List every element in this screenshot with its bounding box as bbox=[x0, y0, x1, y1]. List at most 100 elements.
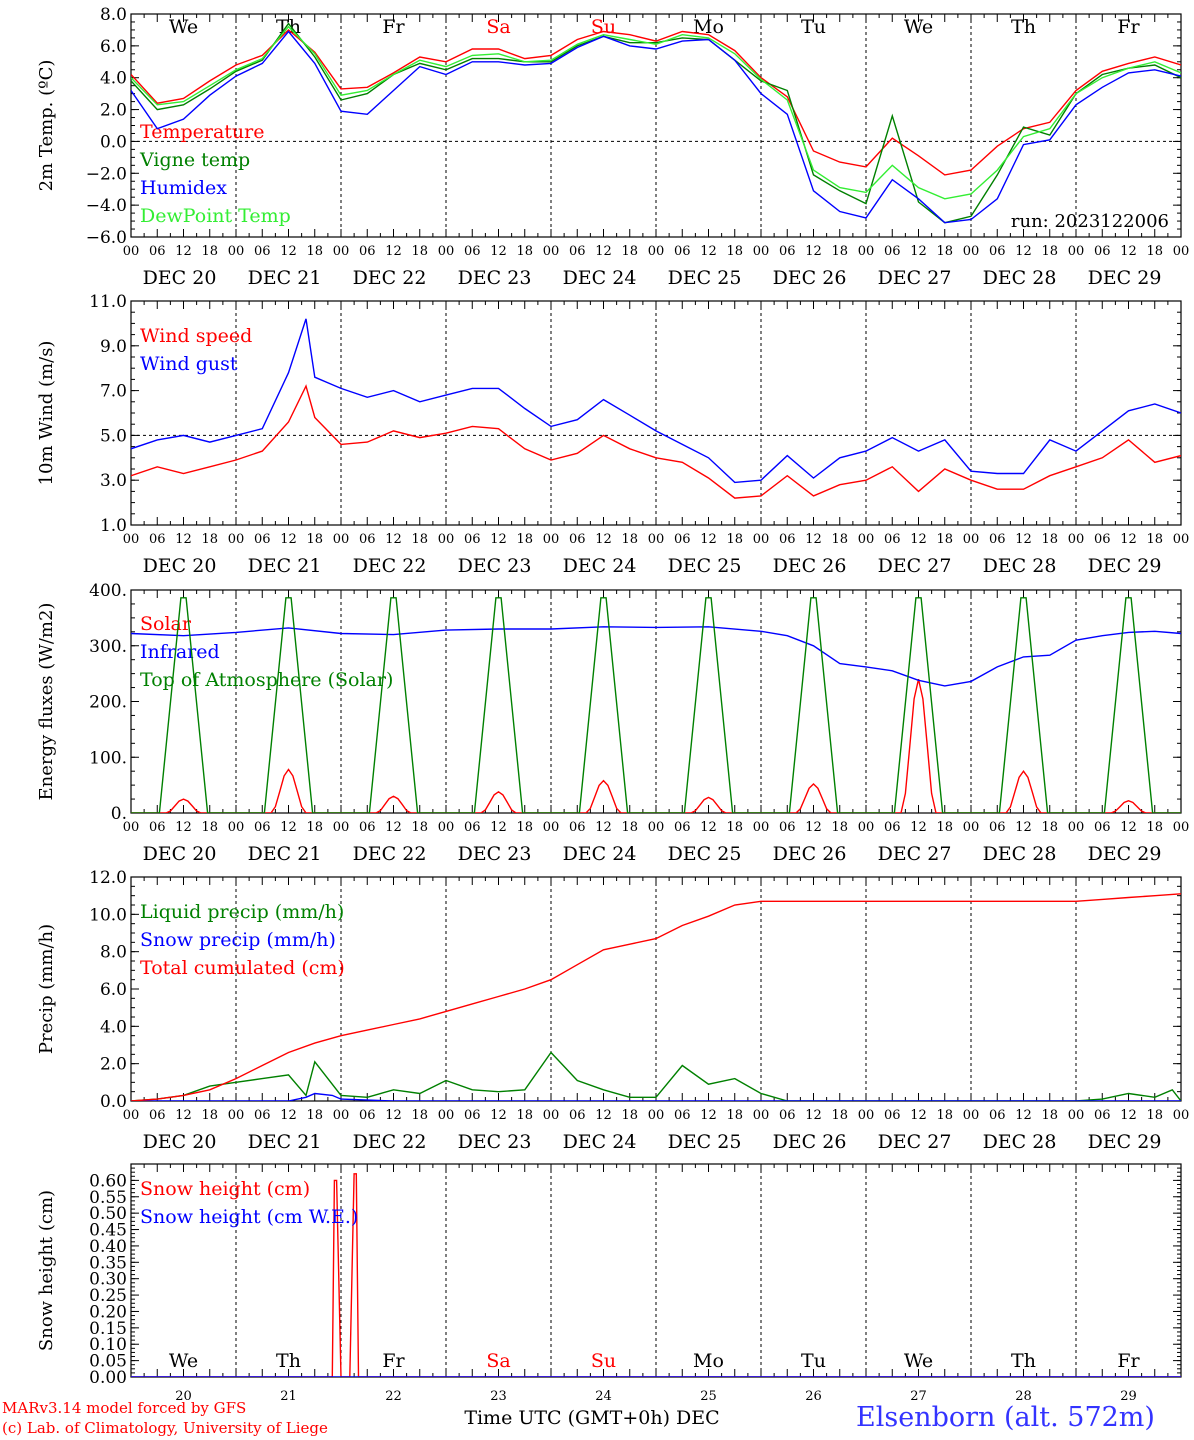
legend-entry: Snow height (cm) bbox=[140, 1178, 310, 1200]
hour-tick-label: 12 bbox=[805, 244, 822, 259]
y-tick-label: 0.0 bbox=[100, 1092, 127, 1112]
hour-tick-label: 12 bbox=[490, 820, 507, 835]
hour-tick-label: 12 bbox=[1015, 820, 1032, 835]
hour-tick-label: 12 bbox=[700, 244, 717, 259]
hour-tick-label: 18 bbox=[201, 820, 218, 835]
hour-tick-label: 00 bbox=[543, 1108, 560, 1123]
hour-tick-label: 12 bbox=[175, 532, 192, 547]
series-line-1-3 bbox=[131, 30, 1181, 224]
chart-panel-1: −6.0 −4.0 −2.0 0.0 2.0 4.0 6.0 8.0 2m Temp. (ºC)… bbox=[36, 5, 1189, 289]
hour-tick-label: 06 bbox=[989, 1108, 1006, 1123]
legend-entry: Vigne temp bbox=[139, 149, 250, 171]
hour-tick-label: 12 bbox=[1120, 244, 1137, 259]
hour-tick-label: 06 bbox=[359, 1108, 376, 1123]
date-label: DEC 24 bbox=[563, 267, 637, 289]
day-of-week-label: We bbox=[904, 1350, 933, 1372]
hour-tick-label: 18 bbox=[1041, 244, 1058, 259]
hour-tick-label: 12 bbox=[490, 244, 507, 259]
x-tick-label: 25 bbox=[700, 1389, 717, 1404]
hour-tick-label: 06 bbox=[149, 244, 166, 259]
hour-tick-label: 06 bbox=[149, 820, 166, 835]
series-line-4-1 bbox=[131, 1051, 1181, 1101]
hour-tick-label: 00 bbox=[228, 820, 245, 835]
hour-tick-label: 12 bbox=[280, 244, 297, 259]
date-label: DEC 27 bbox=[878, 843, 952, 865]
hour-tick-label: 06 bbox=[254, 1108, 271, 1123]
hour-tick-label: 06 bbox=[464, 532, 481, 547]
y-tick-label: 3.0 bbox=[100, 471, 127, 491]
hour-tick-label: 12 bbox=[910, 244, 927, 259]
x-tick-label: 26 bbox=[805, 1389, 822, 1404]
y-tick-label: 4.0 bbox=[100, 69, 127, 89]
date-label: DEC 21 bbox=[248, 267, 322, 289]
hour-tick-label: 00 bbox=[543, 820, 560, 835]
hour-tick-label: 00 bbox=[333, 532, 350, 547]
x-tick-label: 24 bbox=[595, 1389, 612, 1404]
hour-tick-label: 06 bbox=[1094, 820, 1111, 835]
y-tick-label: 8.0 bbox=[100, 5, 127, 25]
hour-tick-label: 00 bbox=[858, 532, 875, 547]
hour-tick-label: 06 bbox=[359, 532, 376, 547]
series-line-1-4 bbox=[131, 25, 1181, 200]
legend-entry: Snow precip (mm/h) bbox=[140, 929, 336, 951]
hour-tick-label: 00 bbox=[1173, 532, 1190, 547]
date-label: DEC 26 bbox=[773, 843, 847, 865]
day-of-week-label: Th bbox=[276, 1350, 301, 1372]
series-line-2-2 bbox=[131, 318, 1181, 484]
hour-tick-label: 12 bbox=[1015, 244, 1032, 259]
hour-tick-label: 00 bbox=[438, 820, 455, 835]
hour-tick-label: 06 bbox=[359, 244, 376, 259]
y-tick-label: 4.0 bbox=[100, 1017, 127, 1037]
date-label: DEC 27 bbox=[878, 267, 952, 289]
hour-tick-label: 18 bbox=[1146, 244, 1163, 259]
day-of-week-label: We bbox=[904, 16, 933, 38]
hour-tick-label: 12 bbox=[1120, 532, 1137, 547]
y-tick-label: 12.0 bbox=[89, 868, 127, 888]
hour-tick-label: 18 bbox=[411, 532, 428, 547]
legend-entry: Solar bbox=[140, 613, 192, 635]
hour-tick-label: 12 bbox=[910, 532, 927, 547]
hour-tick-label: 06 bbox=[149, 532, 166, 547]
date-label: DEC 25 bbox=[668, 1131, 742, 1153]
day-of-week-label: We bbox=[169, 1350, 198, 1372]
x-tick-label: 29 bbox=[1120, 1389, 1137, 1404]
day-of-week-label: Fr bbox=[1117, 16, 1140, 38]
date-label: DEC 24 bbox=[563, 843, 637, 865]
date-label: DEC 26 bbox=[773, 1131, 847, 1153]
series-line-2-1 bbox=[131, 384, 1181, 499]
date-label: DEC 24 bbox=[563, 555, 637, 577]
hour-tick-label: 00 bbox=[1173, 244, 1190, 259]
y-tick-label: 0. bbox=[111, 804, 127, 824]
hour-tick-label: 06 bbox=[1094, 532, 1111, 547]
date-label: DEC 25 bbox=[668, 843, 742, 865]
series-line-3-2 bbox=[131, 626, 1181, 687]
y-tick-label: 200. bbox=[89, 693, 127, 713]
hour-tick-label: 18 bbox=[726, 1108, 743, 1123]
hour-tick-label: 06 bbox=[569, 1108, 586, 1123]
date-label: DEC 22 bbox=[353, 267, 427, 289]
hour-tick-label: 06 bbox=[674, 1108, 691, 1123]
hour-tick-label: 06 bbox=[779, 532, 796, 547]
hour-tick-label: 06 bbox=[674, 244, 691, 259]
hour-tick-label: 12 bbox=[280, 532, 297, 547]
y-tick-label: 11.0 bbox=[89, 292, 127, 312]
hour-tick-label: 18 bbox=[726, 532, 743, 547]
hour-tick-label: 00 bbox=[1173, 820, 1190, 835]
hour-tick-label: 06 bbox=[884, 532, 901, 547]
x-tick-label: 28 bbox=[1015, 1389, 1032, 1404]
legend-entry: Top of Atmosphere (Solar) bbox=[140, 669, 393, 691]
legend-entry: Liquid precip (mm/h) bbox=[140, 901, 344, 923]
hour-tick-label: 18 bbox=[411, 244, 428, 259]
hour-tick-label: 06 bbox=[254, 532, 271, 547]
date-label: DEC 20 bbox=[143, 843, 217, 865]
hour-tick-label: 00 bbox=[648, 1108, 665, 1123]
hour-tick-label: 06 bbox=[779, 820, 796, 835]
y-axis-label: Precip (mm/h) bbox=[36, 924, 57, 1054]
hour-tick-label: 00 bbox=[543, 532, 560, 547]
hour-tick-label: 12 bbox=[490, 1108, 507, 1123]
date-label: DEC 25 bbox=[668, 267, 742, 289]
chart-panel-3: 0. 100. 200. 300. 400. Energy fluxes (W/m2) 00… bbox=[36, 581, 1189, 865]
hour-tick-label: 06 bbox=[989, 532, 1006, 547]
legend-entry: Snow height (cm W.E.) bbox=[140, 1206, 358, 1228]
legend-entry: Wind speed bbox=[140, 325, 252, 347]
